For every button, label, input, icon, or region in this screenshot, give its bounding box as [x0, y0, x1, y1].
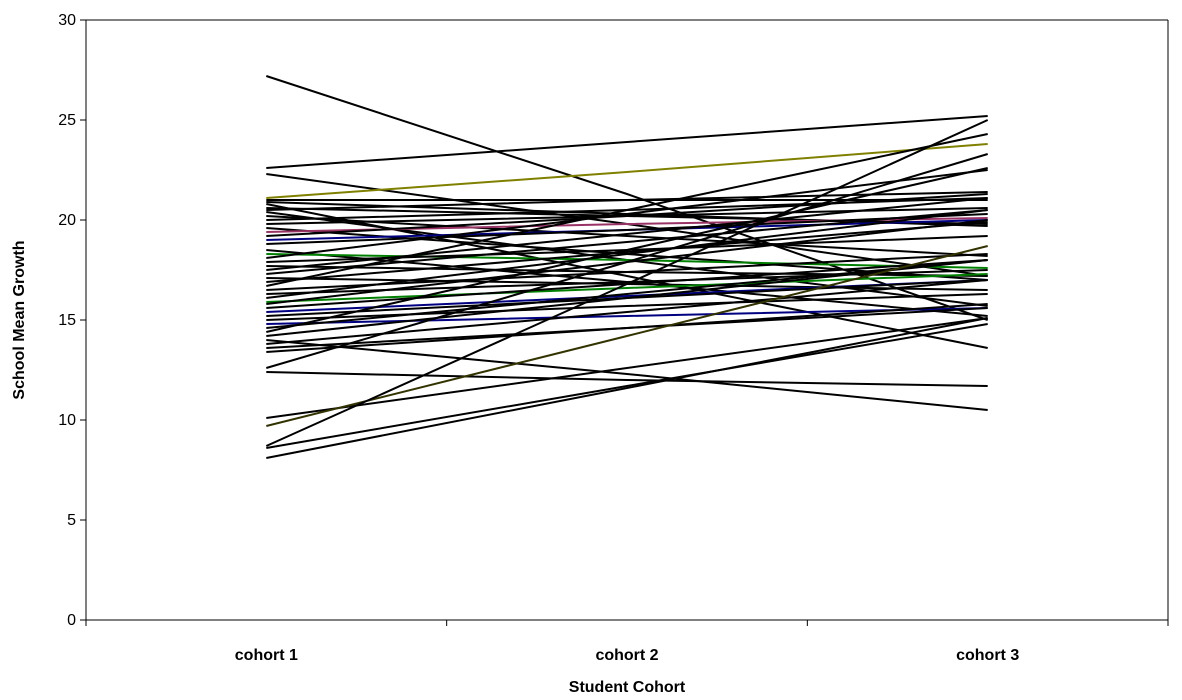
series-line-52 — [266, 317, 988, 459]
series-lines — [265, 75, 989, 459]
series-line-31 — [266, 209, 988, 299]
series-line-48 — [266, 317, 988, 419]
series-line-2 — [266, 115, 988, 169]
series-line-45 — [266, 303, 988, 353]
x-category-label: cohort 2 — [595, 647, 658, 664]
series-line-38 — [266, 307, 988, 325]
y-tick-label: 10 — [58, 412, 76, 429]
series-line-28 — [266, 133, 988, 287]
axis-ticks: 0 5 10 15 20 25 30 cohort 1 cohort 2 cohort 3 — [58, 12, 1169, 664]
y-tick-label: 0 — [67, 612, 76, 629]
y-tick-label: 30 — [58, 12, 76, 29]
x-axis-title: Student Cohort — [569, 679, 686, 696]
series-line-39 — [266, 259, 988, 329]
series-line-49 — [266, 245, 988, 427]
series-line-32 — [266, 273, 988, 303]
y-tick-label: 20 — [58, 212, 76, 229]
axes — [85, 19, 1169, 621]
series-line-46 — [266, 153, 988, 369]
x-category-label: cohort 1 — [235, 647, 298, 664]
series-line-18 — [266, 213, 988, 245]
series-line-47 — [266, 371, 988, 387]
series-line-37 — [266, 293, 988, 321]
series-line-16 — [266, 193, 988, 237]
x-category-label: cohort 3 — [956, 647, 1019, 664]
y-tick-label: 5 — [67, 512, 76, 529]
series-line-25 — [266, 209, 988, 275]
series-line-42 — [266, 339, 988, 411]
series-line-4 — [266, 143, 988, 199]
series-line-40 — [266, 167, 988, 333]
y-tick-label: 25 — [58, 112, 76, 129]
y-axis-title: School Mean Growth — [11, 240, 28, 399]
series-line-41 — [266, 259, 988, 337]
series-line-24 — [266, 197, 988, 271]
series-line-21 — [266, 169, 988, 259]
y-tick-label: 15 — [58, 312, 76, 329]
series-line-50 — [265, 119, 989, 447]
series-line-27 — [266, 221, 988, 283]
series-line-51 — [266, 323, 988, 449]
series-line-20 — [266, 253, 988, 269]
series-line-11 — [266, 215, 988, 257]
